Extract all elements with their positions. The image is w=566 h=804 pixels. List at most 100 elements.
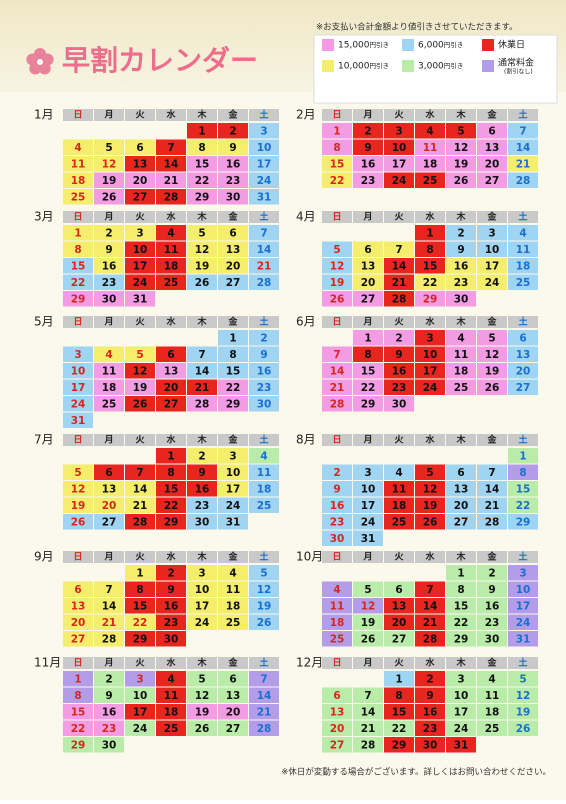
day-cell xyxy=(477,581,507,597)
day-cell xyxy=(125,514,155,530)
day-number: 9 xyxy=(105,244,112,256)
day-number: 1 xyxy=(333,125,340,137)
day-number: 10 xyxy=(361,483,376,495)
day-number: 21 xyxy=(516,158,531,170)
day-cell xyxy=(477,565,507,581)
weekday-label: 木 xyxy=(455,657,466,669)
day-number: 20 xyxy=(361,277,376,289)
day-cell xyxy=(477,225,507,241)
day-number: 9 xyxy=(167,584,174,596)
weekday-label: 金 xyxy=(227,109,238,121)
day-number: 23 xyxy=(392,382,407,394)
day-number: 24 xyxy=(133,277,148,289)
day-number: 5 xyxy=(488,332,495,344)
note: ※お支払い合計金額より値引きさせていただきます。 xyxy=(316,22,518,33)
day-cell xyxy=(218,274,248,290)
day-number: 13 xyxy=(392,600,407,612)
day-cell xyxy=(353,330,383,346)
weekday-header xyxy=(508,316,538,328)
day-cell xyxy=(508,225,538,241)
weekday-header xyxy=(218,109,248,121)
weekday-label: 金 xyxy=(227,434,238,446)
day-cell xyxy=(249,687,279,703)
day-number: 16 xyxy=(485,600,500,612)
day-number: 12 xyxy=(257,584,272,596)
day-number: 9 xyxy=(333,483,340,495)
day-cell xyxy=(63,614,93,630)
day-cell xyxy=(415,598,445,614)
day-cell xyxy=(353,598,383,614)
day-number: 14 xyxy=(392,260,407,272)
weekday-header xyxy=(477,657,507,669)
weekday-label: 月 xyxy=(103,658,113,669)
day-number: 18 xyxy=(164,706,179,718)
weekday-label: 木 xyxy=(196,316,207,328)
day-number: 25 xyxy=(516,277,531,289)
day-number: 27 xyxy=(330,739,345,751)
day-cell xyxy=(446,156,476,172)
day-number: 27 xyxy=(361,293,376,305)
day-cell xyxy=(508,346,538,362)
day-number: 10 xyxy=(516,584,531,596)
day-number: 13 xyxy=(516,349,531,361)
day-number: 27 xyxy=(71,633,86,645)
day-cell xyxy=(94,481,124,497)
day-number: 26 xyxy=(485,382,500,394)
day-number: 29 xyxy=(516,516,531,528)
day-cell xyxy=(156,671,186,687)
weekday-label: 火 xyxy=(394,435,404,446)
day-cell xyxy=(322,481,352,497)
weekday-label: 火 xyxy=(394,317,404,328)
day-cell xyxy=(63,598,93,614)
day-cell xyxy=(508,514,538,530)
day-number: 7 xyxy=(364,690,371,702)
weekday-label: 土 xyxy=(259,211,268,223)
day-cell xyxy=(446,481,476,497)
day-number: 2 xyxy=(364,125,371,137)
day-cell xyxy=(384,274,414,290)
weekday-label: 日 xyxy=(332,317,341,328)
weekday-header xyxy=(125,551,155,563)
day-cell xyxy=(477,631,507,647)
weekday-header xyxy=(322,211,352,223)
day-number: 1 xyxy=(364,332,371,344)
day-number: 17 xyxy=(133,706,148,718)
day-number: 12 xyxy=(195,690,210,702)
weekday-label: 水 xyxy=(425,109,435,121)
day-number: 29 xyxy=(164,516,179,528)
day-cell xyxy=(415,514,445,530)
weekday-header xyxy=(63,109,93,121)
day-cell xyxy=(94,737,124,753)
day-number: 17 xyxy=(485,260,500,272)
day-number: 15 xyxy=(423,260,438,272)
day-number: 9 xyxy=(260,349,267,361)
day-number: 27 xyxy=(226,277,241,289)
weekday-header xyxy=(187,657,217,669)
day-cell xyxy=(508,123,538,139)
day-number: 4 xyxy=(229,567,236,579)
day-number: 21 xyxy=(423,617,438,629)
day-number: 11 xyxy=(330,600,345,612)
day-number: 24 xyxy=(392,175,407,187)
day-cell xyxy=(156,720,186,736)
day-number: 31 xyxy=(257,191,272,203)
day-cell xyxy=(218,448,248,464)
day-number: 16 xyxy=(102,706,117,718)
day-number: 3 xyxy=(136,673,143,685)
day-number: 8 xyxy=(74,244,81,256)
day-number: 31 xyxy=(226,516,241,528)
day-cell xyxy=(94,671,124,687)
day-cell xyxy=(446,737,476,753)
day-cell xyxy=(477,156,507,172)
day-number: 26 xyxy=(257,617,272,629)
day-cell xyxy=(94,363,124,379)
day-number: 7 xyxy=(260,227,267,239)
day-cell xyxy=(94,581,124,597)
day-number: 11 xyxy=(226,584,241,596)
weekday-header xyxy=(125,657,155,669)
day-number: 23 xyxy=(226,175,241,187)
weekday-label: 水 xyxy=(166,657,176,669)
day-cell xyxy=(218,363,248,379)
day-number: 12 xyxy=(133,365,148,377)
weekday-label: 土 xyxy=(518,316,527,328)
